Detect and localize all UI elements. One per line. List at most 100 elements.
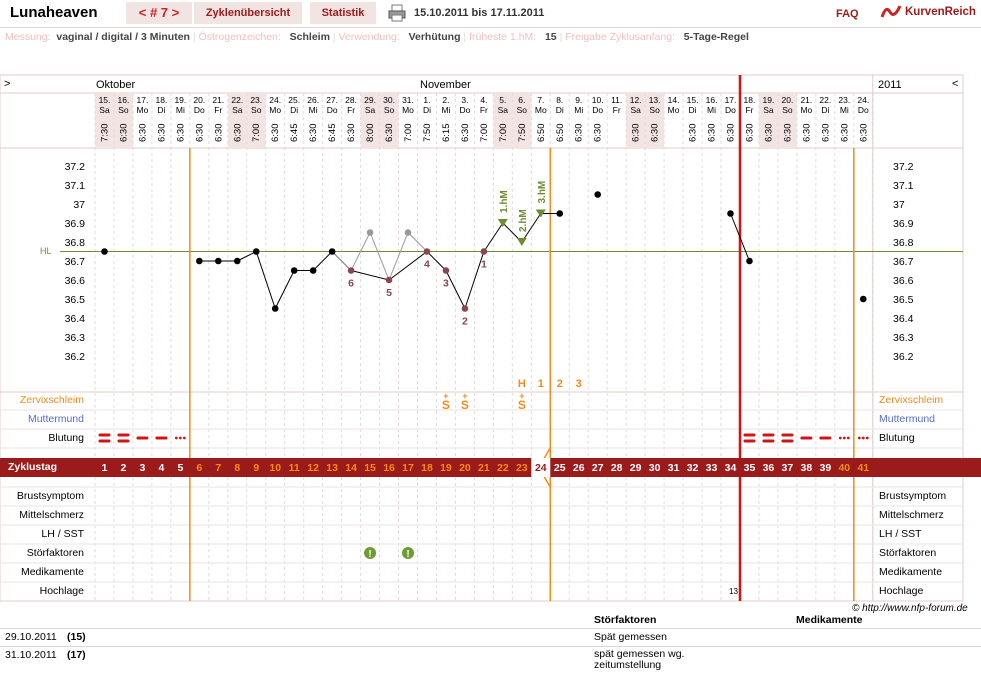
temp-curve-segment-excluded: [388, 232, 409, 281]
day-date: 28.: [345, 95, 357, 105]
day-weekday: Mi: [441, 105, 450, 115]
brand-name[interactable]: KurvenReich: [905, 6, 976, 18]
temp-point: [328, 248, 336, 255]
day-weekday: So: [118, 105, 129, 115]
temp-point: [480, 248, 488, 255]
bleeding-spotting: [865, 436, 869, 440]
measure-time: 6:30: [820, 124, 831, 143]
bleeding-spotting: [842, 436, 846, 440]
measure-time: 7:30: [99, 124, 110, 143]
day-date: 22.: [231, 95, 243, 105]
day-weekday: Fr: [745, 105, 753, 115]
row-label-right-blutung: Blutung: [879, 432, 915, 444]
measure-time: 6:30: [118, 124, 129, 143]
year-label: 2011: [878, 79, 902, 91]
day-weekday: Fr: [613, 105, 621, 115]
temp-point: [404, 229, 412, 236]
day-weekday: Mo: [137, 105, 149, 115]
day-weekday: Mo: [800, 105, 812, 115]
zyklustag-number: 3: [140, 462, 146, 474]
zyklustag-number: 37: [782, 462, 794, 474]
day-weekday: Di: [556, 105, 564, 115]
bleeding-strong: [762, 433, 775, 437]
day-weekday: Di: [689, 105, 697, 115]
day-date: 8.: [556, 95, 563, 105]
row-label-lh-sst: LH / SST: [41, 528, 84, 540]
day-weekday: Sa: [630, 105, 641, 115]
measure-time: 6:30: [308, 124, 319, 143]
hm-label: 2.hM: [518, 209, 529, 232]
weekend-header-cell: [360, 93, 380, 148]
day-weekday: Di: [157, 105, 165, 115]
temp-point: [859, 295, 867, 303]
day-weekday: Mi: [309, 105, 318, 115]
info-value: Verhütung: [408, 31, 461, 43]
cycle-nav[interactable]: < # 7 >: [126, 2, 192, 24]
weekend-header-cell: [512, 93, 532, 148]
zyklustag-number: 41: [857, 462, 869, 474]
day-weekday: Sa: [232, 105, 243, 115]
date-bis: bis: [471, 7, 488, 19]
day-date: 20.: [781, 95, 793, 105]
zyklustag-number: 5: [177, 462, 183, 474]
temp-curve-segment-excluded: [407, 232, 428, 252]
day-date: 13.: [649, 95, 661, 105]
nav-right-arrow[interactable]: <: [952, 78, 959, 90]
zyklustag-number: 40: [838, 462, 850, 474]
zyklustag-number: 28: [611, 462, 623, 474]
day-date: 11.: [611, 95, 622, 105]
day-date: 7.: [537, 95, 544, 105]
weekend-header-cell: [645, 93, 665, 148]
temp-tick-right: 36.9: [893, 218, 914, 230]
nav-left-arrow[interactable]: >: [4, 78, 11, 90]
temp-curve-segment: [730, 213, 750, 262]
temp-curve-segment: [274, 270, 295, 309]
bleeding-spotting: [857, 436, 861, 440]
day-date: 6.: [518, 95, 525, 105]
zervix-mark: S: [442, 398, 450, 412]
measure-time: 6:30: [763, 124, 774, 143]
day-date: 17.: [137, 95, 149, 105]
weekend-header-cell: [379, 93, 399, 148]
bleeding-medium: [800, 436, 813, 440]
row-label-zervixschleim: Zervixschleim: [19, 394, 84, 406]
temp-tick-right: 36.4: [893, 313, 914, 325]
day-date: 21.: [212, 95, 224, 105]
cycle-chart: 15. Sa 7:30 16. So 6:30 17. Mo 6:30 18. Di 6:30 19. M…: [0, 70, 981, 606]
day-date: 27.: [326, 95, 338, 105]
info-label: Östrogenzeichen:: [198, 31, 281, 43]
zyklustag-number: 32: [687, 462, 699, 474]
weekend-header-cell: [227, 93, 247, 148]
temp-point: [252, 248, 260, 255]
divider: [0, 628, 981, 629]
measure-time: 7:00: [498, 124, 509, 142]
kurvenreich-logo-icon: [880, 5, 902, 18]
zyklustag-number: 17: [402, 462, 414, 474]
day-weekday: Mi: [707, 105, 716, 115]
day-weekday: Mo: [402, 105, 414, 115]
day-weekday: Do: [194, 105, 205, 115]
day-weekday: So: [782, 105, 793, 115]
printer-icon[interactable]: [388, 4, 406, 22]
temp-point: [385, 276, 393, 284]
day-weekday: Fr: [480, 105, 488, 115]
measure-time: 6:30: [232, 124, 243, 143]
measure-time: 6:30: [346, 124, 357, 143]
low-count-label: 1: [481, 259, 487, 271]
tab-zyklenuebersicht[interactable]: Zyklenübersicht: [194, 2, 302, 24]
measure-time: 6:30: [384, 124, 395, 143]
temp-tick-right: 37.1: [893, 180, 914, 192]
low-count-label: 3: [443, 278, 449, 290]
day-date: 20.: [193, 95, 205, 105]
note-cycle-day: (15): [67, 631, 86, 643]
info-value: vaginal / digital / 3 Minuten: [56, 31, 190, 43]
day-weekday: Fr: [347, 105, 355, 115]
faq-link[interactable]: FAQ: [836, 8, 859, 20]
bleeding-spotting: [846, 436, 850, 440]
weekend-header-cell: [626, 93, 646, 148]
temp-point: [594, 191, 602, 198]
zyklustag-highlight: [531, 458, 551, 477]
temp-tick-right: 36.6: [893, 275, 914, 287]
tab-statistik[interactable]: Statistik: [310, 2, 376, 24]
low-count-label: 6: [348, 278, 354, 290]
